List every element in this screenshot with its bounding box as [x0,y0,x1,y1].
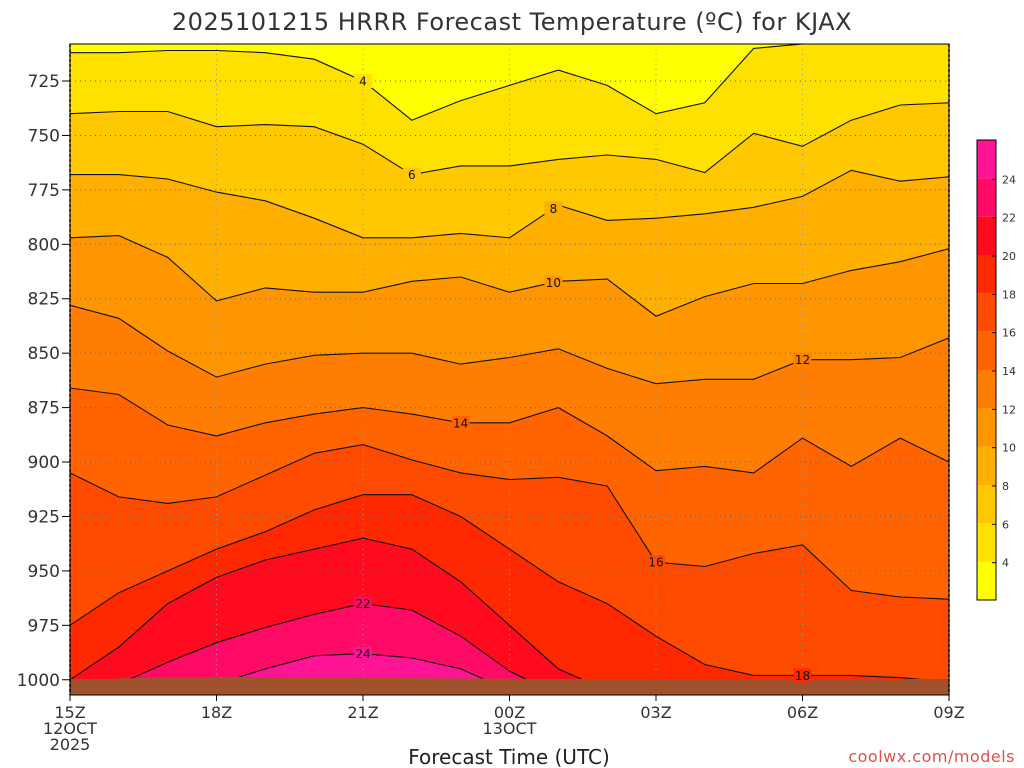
ground-top [70,676,949,695]
isotherm-label-bg-4 [354,74,372,89]
isotherm-label-16: 16 [648,556,663,570]
y-tick-label-800: 800 [28,235,60,255]
isotherm-label-bg-22 [354,596,372,611]
colorbar-tick-label-14: 14 [1002,365,1016,378]
x-tick-label-09Z-0: 09Z [933,703,964,722]
isotherm-label-bg-16 [647,555,665,570]
isotherm-label-bg-10 [544,275,563,290]
x-tick-label-00Z-0: 00Z [494,703,525,722]
y-tick-label-975: 975 [28,616,60,636]
credit-text: coolwx.com/models [848,747,1015,766]
isotherm-16 [70,444,949,600]
colorbar-bin-22 [977,178,996,217]
isotherm-label-12: 12 [795,353,810,367]
x-tick-label-21Z-0: 21Z [347,703,378,722]
colorbar-tick-label-10: 10 [1002,442,1016,455]
isotherm-22 [70,603,949,695]
colorbar-tick-label-20: 20 [1002,250,1016,263]
y-tick-label-875: 875 [28,399,60,419]
colorbar-bin-10 [977,408,996,447]
isotherm-label-10: 10 [546,276,561,290]
isotherm-label-14: 14 [453,416,468,430]
x-axis-label: Forecast Time (UTC) [408,745,610,768]
x-tick-label-15Z-1: 12OCT [43,719,97,738]
colorbar-bin-18 [977,255,996,294]
x-tick-label-00Z-1: 13OCT [483,719,537,738]
colorbar-bin-6 [977,485,996,524]
colorbar-tick-label-22: 22 [1002,212,1016,225]
ground-surface [70,676,949,695]
y-tick-label-950: 950 [28,562,60,582]
grid-lines [70,44,949,695]
chart-title: 2025101215 HRRR Forecast Temperature (ºC… [172,8,852,36]
x-tick-label-15Z-2: 2025 [50,735,91,754]
isotherm-label-bg-6 [402,167,421,182]
colorbar-frame [976,139,997,601]
isotherm-4 [70,44,949,121]
isotherm-label-8: 8 [550,202,558,216]
isotherm-6 [70,102,949,176]
isotherm-14 [70,387,949,474]
x-tick-label-15Z-0: 15Z [54,703,85,722]
isotherm-label-bg-12 [793,352,812,367]
colorbar: 4 6 8 10 12 14 16 18 20 22 24 [976,139,1016,601]
y-tick-label-925: 925 [28,507,60,527]
y-tick-label-775: 775 [28,181,60,201]
x-tick-label-18Z-0: 18Z [201,703,232,722]
y-tick-label-825: 825 [28,290,60,310]
colorbar-tick-label-16: 16 [1002,327,1016,340]
colorbar-bin-24 [977,140,996,179]
colorbar-tick-label-4: 4 [1002,557,1009,570]
colorbar-tick-label-8: 8 [1002,480,1009,493]
colorbar-bin-4 [977,523,996,562]
isotherm-label-bg-8 [544,201,563,216]
isotherm-label-bg-24 [354,646,372,661]
colorbar-tick-label-24: 24 [1002,173,1016,186]
temperature-fill-bands [70,44,949,695]
colorbar-bin-16 [977,293,996,332]
y-tick-label-1000: 1000 [17,671,60,691]
isotherm-label-6: 6 [408,168,416,182]
isotherm-label-22: 22 [355,597,370,611]
isotherm-20 [70,537,949,695]
colorbar-tick-label-12: 12 [1002,403,1016,416]
y-axis-ticks: 725 750 775 800 825 850 875 900 925 950 975 1000 [17,72,70,691]
colorbar-bin-20 [977,216,996,255]
isotherm-8 [70,169,949,239]
colorbar-tick-label-6: 6 [1002,518,1009,531]
isotherm-label-bg-18 [793,668,812,683]
y-tick-label-900: 900 [28,453,60,473]
isotherm-label-24: 24 [355,647,370,661]
x-tick-label-06Z-0: 06Z [787,703,818,722]
isotherm-10 [70,235,949,317]
isotherm-label-18: 18 [795,669,810,683]
y-tick-label-850: 850 [28,344,60,364]
colorbar-bin-8 [977,446,996,485]
colorbar-bin-12 [977,370,996,409]
y-tick-label-725: 725 [28,72,60,92]
colorbar-tick-label-18: 18 [1002,288,1016,301]
colorbar-bin-2 [977,561,996,600]
x-tick-label-03Z-0: 03Z [640,703,671,722]
colorbar-bin-14 [977,331,996,370]
isotherm-label-4: 4 [359,75,367,89]
isotherm-labels: 4 6 8 10 12 14 16 18 22 24 [354,74,812,683]
y-tick-label-750: 750 [28,126,60,146]
isotherm-label-bg-14 [451,415,470,430]
